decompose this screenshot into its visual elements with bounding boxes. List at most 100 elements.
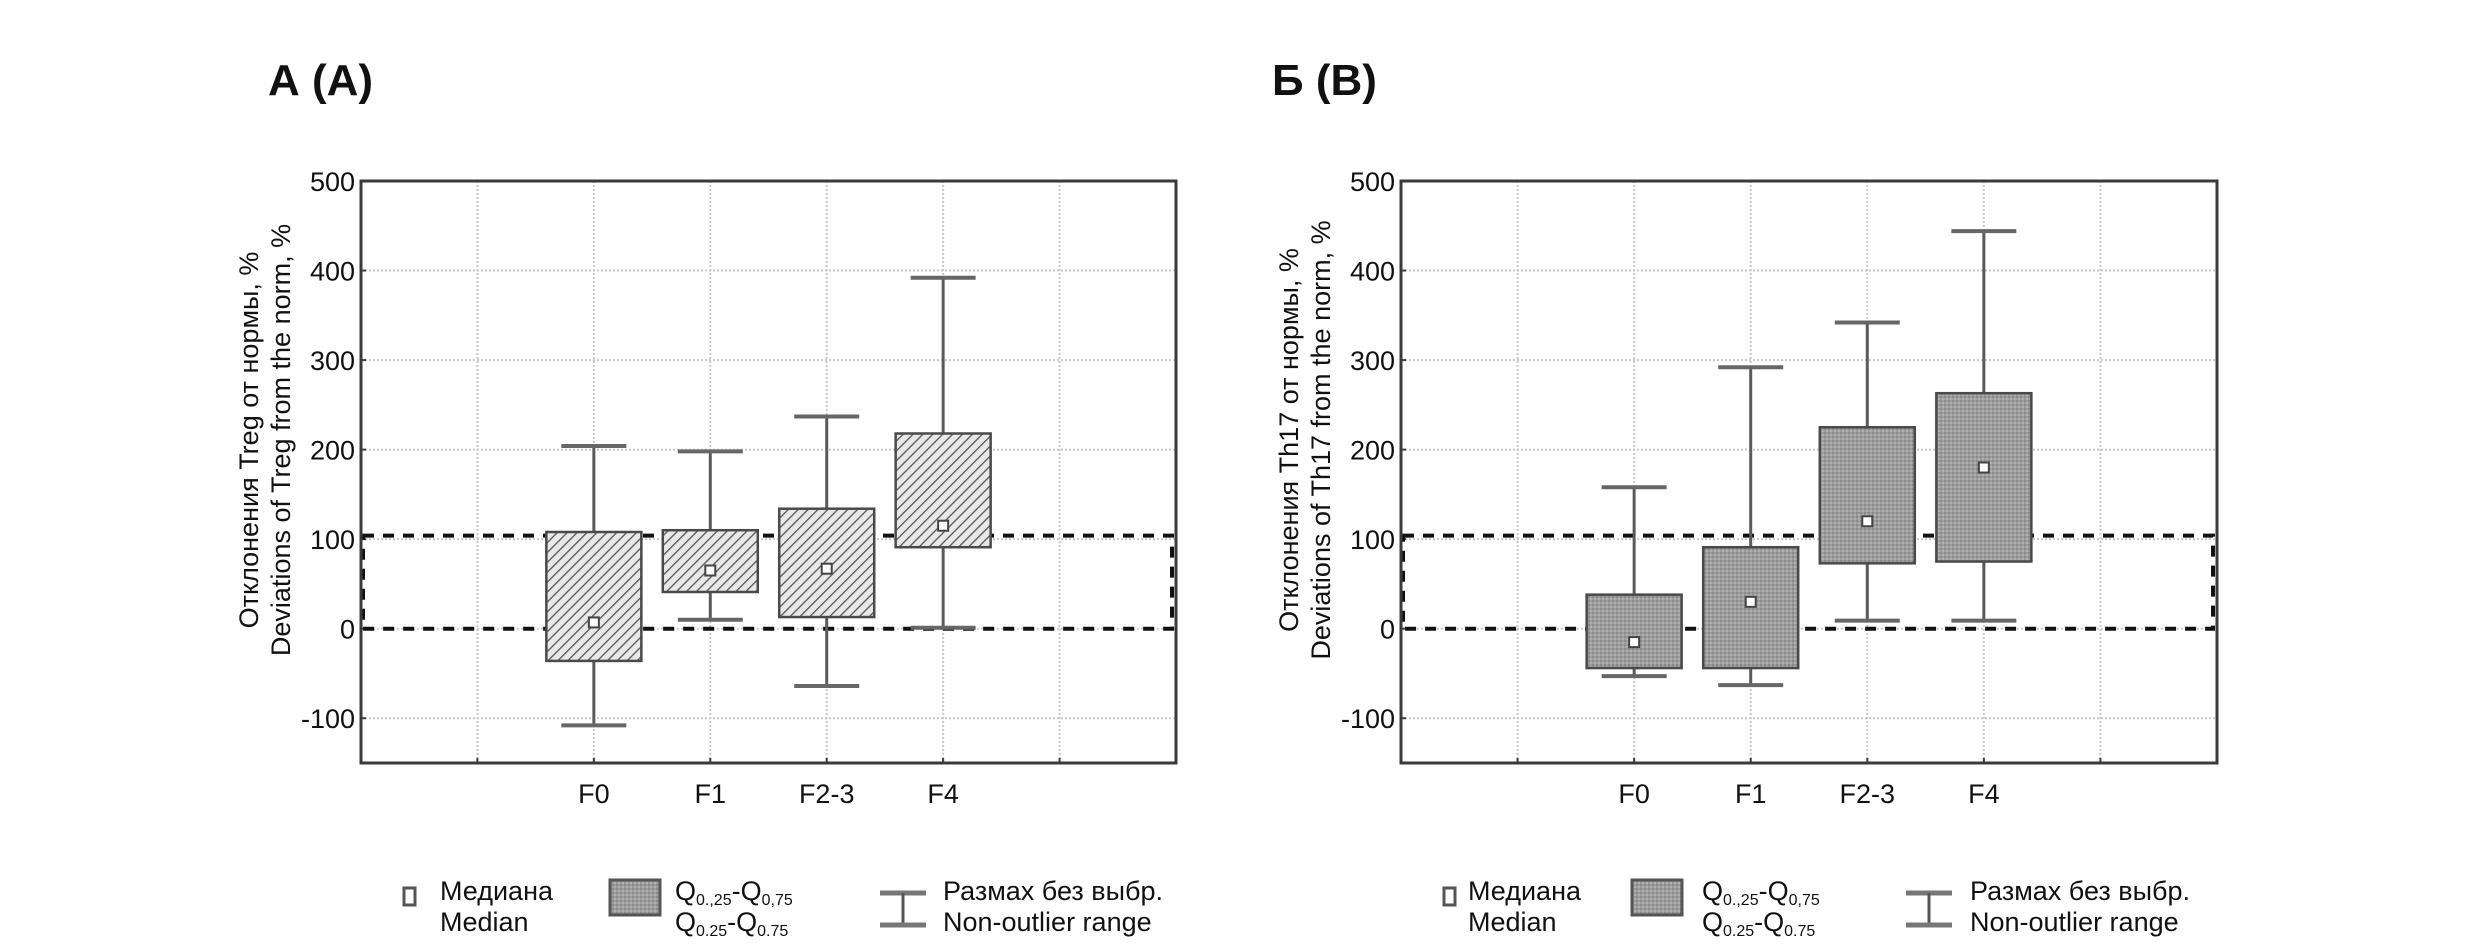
box-f2-3	[1818, 320, 1917, 623]
legend: Медиана Median Q0.,25-Q0,75 Q0.25-Q0.75 …	[402, 876, 1163, 940]
legend-median-ru: Медиана	[1468, 876, 1582, 906]
iqr-box	[1935, 391, 2033, 563]
legend-item-range: Размах без выбр. Non-outlier range	[1906, 876, 2190, 937]
iqr-box	[1701, 545, 1800, 670]
y-tick-label: 100	[1350, 525, 1395, 555]
x-tick-label: F1	[1735, 779, 1767, 809]
legend-median-en: Median	[1468, 907, 1557, 937]
plot-frame	[1399, 179, 2219, 765]
q-symbol: -Q	[727, 907, 757, 937]
q-subscript: 0.75	[757, 923, 788, 940]
x-tick-label: F1	[695, 779, 727, 809]
y-tick-label: -100	[1341, 704, 1395, 734]
boxes	[1585, 229, 2033, 688]
x-tick-label: F2-3	[799, 779, 855, 809]
y-tick-label: 200	[1350, 436, 1395, 466]
median-marker	[1744, 595, 1757, 608]
q-subscript: 0.25	[696, 923, 727, 940]
legend-q-ru: Q0.,25-Q0,75	[1702, 876, 1820, 909]
box-f1	[1701, 365, 1800, 688]
median-marker	[1977, 461, 1990, 474]
legend-range-en: Non-outlier range	[943, 907, 1152, 937]
iqr-box	[1585, 593, 1683, 670]
y-tick-label: 0	[1380, 615, 1395, 645]
q-subscript: 0.,25	[696, 892, 732, 909]
q-symbol: Q	[1702, 876, 1723, 906]
y-tick-label: 500	[310, 167, 355, 197]
iqr-box	[545, 530, 643, 663]
q-symbol: -Q	[1759, 876, 1789, 906]
median-marker	[1628, 636, 1641, 649]
y-tick-label: 100	[310, 525, 355, 555]
box-f1	[661, 449, 760, 622]
q-symbol: Q	[675, 907, 696, 937]
y-tick-label: 0	[340, 615, 355, 645]
q-symbol: -Q	[1754, 907, 1784, 937]
y-ticks: 500 400 300 200 100 0 -100	[1341, 167, 1406, 734]
plot-frame	[359, 179, 1178, 765]
x-tick-label: F4	[1968, 779, 2000, 809]
grid	[1401, 181, 2217, 763]
median-marker	[820, 562, 833, 575]
y-axis-label-ru: Отклонения Treg от нормы, %	[234, 252, 264, 629]
y-tick-label: -100	[301, 704, 355, 734]
y-axis-label: Отклонения Th17 от нормы, % Deviations o…	[1274, 220, 1336, 659]
q-subscript: 0.,25	[1723, 892, 1759, 909]
panel-th17: Б (B) Отклонения Th17 от нормы, % Deviat…	[1272, 56, 2219, 809]
box-f0	[1585, 485, 1683, 679]
legend-median-en: Median	[440, 907, 529, 937]
whisker-range-icon	[1906, 890, 1952, 928]
legend-item-range: Размах без выбр. Non-outlier range	[880, 876, 1163, 937]
iqr-box-icon	[1630, 878, 1684, 917]
x-tick-label: F0	[578, 779, 610, 809]
legend-q-en: Q0.25-Q0.75	[1702, 907, 1815, 940]
panel-title: Б (B)	[1272, 56, 1377, 105]
legend-range-ru: Размах без выбр.	[943, 876, 1163, 906]
x-tick-label: F2-3	[1840, 779, 1896, 809]
median-marker-icon	[1442, 886, 1457, 907]
y-tick-label: 400	[1350, 257, 1395, 287]
norm-band-rect	[1401, 533, 2215, 631]
y-tick-label: 300	[310, 346, 355, 376]
boxes	[545, 275, 992, 728]
q-symbol: -Q	[732, 876, 762, 906]
q-subscript: 0.25	[1723, 923, 1754, 940]
legend-q-en: Q0.25-Q0.75	[675, 907, 788, 940]
legend-item-iqr: Q0.,25-Q0,75 Q0.25-Q0.75	[1630, 876, 1820, 940]
y-axis-label: Отклонения Treg от нормы, % Deviations o…	[234, 224, 296, 656]
norm-band	[361, 533, 1174, 631]
iqr-box-icon	[608, 878, 662, 917]
box-f2-3	[777, 414, 876, 688]
legend-item-median: Медиана Median	[402, 876, 554, 937]
median-marker	[587, 616, 600, 629]
y-axis-label-ru: Отклонения Th17 от нормы, %	[1274, 248, 1304, 632]
q-subscript: 0.75	[1784, 923, 1815, 940]
x-ticks: F0 F1 F2-3 F4	[1516, 758, 2102, 809]
legend-median-ru: Медиана	[440, 876, 554, 906]
legend-range-ru: Размах без выбр.	[1970, 876, 2190, 906]
x-tick-label: F0	[1618, 779, 1650, 809]
panel-title: А (A)	[268, 56, 373, 105]
box-f4	[894, 275, 992, 630]
box-f0	[545, 444, 643, 728]
norm-band	[1401, 533, 2215, 631]
median-marker	[1861, 515, 1874, 528]
y-ticks: 500 400 300 200 100 0 -100	[301, 167, 366, 734]
q-symbol: Q	[675, 876, 696, 906]
y-tick-label: 500	[1350, 167, 1395, 197]
legend-item-median: Медиана Median	[1442, 876, 1582, 937]
legend-item-iqr: Q0.,25-Q0,75 Q0.25-Q0.75	[608, 876, 793, 940]
legend-range-en: Non-outlier range	[1970, 907, 2179, 937]
median-marker	[937, 519, 950, 532]
x-tick-label: F4	[927, 779, 959, 809]
q-subscript: 0,75	[1789, 892, 1820, 909]
y-tick-label: 400	[310, 257, 355, 287]
x-ticks: F0 F1 F2-3 F4	[476, 758, 1061, 809]
y-tick-label: 300	[1350, 346, 1395, 376]
norm-band-rect	[361, 533, 1174, 631]
y-axis-label-en: Deviations of Treg from the norm, %	[266, 224, 296, 656]
grid	[361, 181, 1176, 763]
legend: Медиана Median Q0.,25-Q0,75 Q0.25-Q0.75 …	[1442, 876, 2190, 940]
q-subscript: 0,75	[762, 892, 793, 909]
